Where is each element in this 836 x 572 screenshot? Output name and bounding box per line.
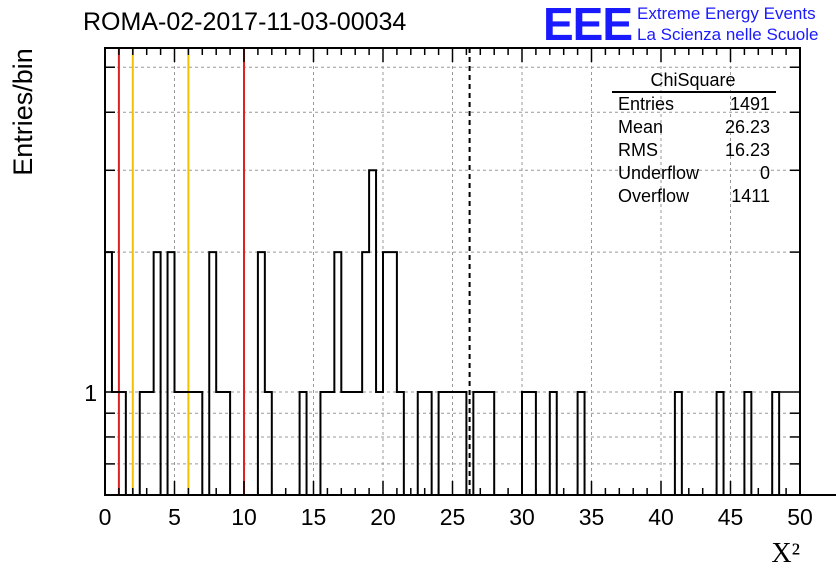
x-tick-label: 25 — [440, 504, 466, 530]
histogram-bin — [717, 392, 724, 495]
stats-value: 16.23 — [725, 140, 770, 160]
stats-label: Underflow — [618, 163, 700, 183]
eee-logo-line2: La Scienza nelle Scuole — [637, 25, 819, 44]
histogram-bin — [744, 392, 751, 495]
histogram-bin — [147, 392, 154, 495]
x-tick-label: 20 — [370, 504, 396, 530]
stats-title: ChiSquare — [650, 70, 735, 90]
eee-logo-line1: Extreme Energy Events — [637, 4, 816, 23]
stats-label: Mean — [618, 117, 663, 137]
x-tick-label: 10 — [231, 504, 257, 530]
tick-labels: 0 5 10 15 20 25 30 35 40 45 50 1 — [84, 380, 813, 530]
histogram-bin — [397, 392, 404, 495]
histogram-bin — [209, 252, 216, 495]
histogram-bin — [550, 392, 557, 495]
histogram-bin — [168, 252, 175, 495]
x-tick-label: 35 — [579, 504, 605, 530]
x-tick-label: 45 — [718, 504, 744, 530]
histogram-bin — [140, 392, 147, 495]
run-title: ROMA-02-2017-11-03-00034 — [83, 8, 407, 36]
histogram-bin — [473, 392, 480, 495]
histogram-bin — [383, 252, 390, 495]
histogram-bin — [181, 392, 188, 495]
histogram-bin — [216, 392, 223, 495]
histogram-bin — [334, 252, 341, 495]
histogram-bin — [105, 252, 112, 495]
marker-lines — [117, 48, 471, 495]
histogram-bin — [446, 392, 453, 495]
x-tick-label: 30 — [509, 504, 535, 530]
histogram-bin — [480, 392, 487, 495]
axis-ticks — [104, 48, 801, 496]
stats-value: 0 — [760, 163, 770, 183]
histogram-bin — [522, 392, 529, 495]
x-tick-label: 15 — [301, 504, 327, 530]
histogram-bin — [578, 392, 585, 495]
histogram-bin — [362, 252, 369, 495]
histogram-bin — [175, 392, 182, 495]
histogram-bin — [195, 392, 202, 495]
histogram-bin — [355, 392, 362, 495]
histogram-bin — [223, 392, 230, 495]
histogram-bin — [265, 392, 272, 495]
histogram-bin — [258, 252, 265, 495]
stats-label: Overflow — [618, 186, 690, 206]
histogram-bin — [376, 392, 383, 495]
histogram-bin — [459, 392, 466, 495]
histogram-bin — [188, 392, 195, 495]
stats-value: 26.23 — [725, 117, 770, 137]
x-tick-label: 5 — [168, 504, 181, 530]
histogram-bin — [348, 392, 355, 495]
stats-label: Entries — [618, 94, 674, 114]
histogram-bin — [772, 392, 779, 495]
stats-value: 1411 — [731, 186, 770, 206]
stats-label: RMS — [618, 140, 658, 160]
eee-logo: EEE — [543, 0, 633, 50]
y-axis-label: Entries/bin — [8, 48, 38, 176]
stats-value: 1491 — [730, 94, 770, 114]
x-tick-label: 50 — [787, 504, 813, 530]
stats-box: ChiSquare Entries 1491 Mean 26.23 RMS 16.23 Und… — [612, 70, 776, 206]
histogram-bin — [300, 392, 307, 495]
histogram-bin — [327, 392, 334, 495]
histogram-bin — [119, 392, 126, 495]
y-tick-label: 1 — [84, 380, 97, 406]
histogram-bin — [675, 392, 682, 495]
histogram-bin — [320, 392, 327, 495]
histogram-bin — [529, 392, 536, 495]
x-axis-label: X² — [771, 538, 800, 569]
histogram-bin — [154, 252, 161, 495]
x-tick-label: 40 — [648, 504, 674, 530]
x-tick-label: 0 — [99, 504, 112, 530]
histogram-bin — [487, 392, 494, 495]
histogram-bin — [112, 392, 119, 495]
histogram-bin — [418, 392, 425, 495]
histogram-bin — [425, 392, 432, 495]
histogram-bin — [439, 392, 446, 495]
histogram-bin — [369, 170, 376, 495]
histogram-bin — [341, 392, 348, 495]
histogram-bin — [453, 392, 460, 495]
histogram-bin — [390, 252, 397, 495]
